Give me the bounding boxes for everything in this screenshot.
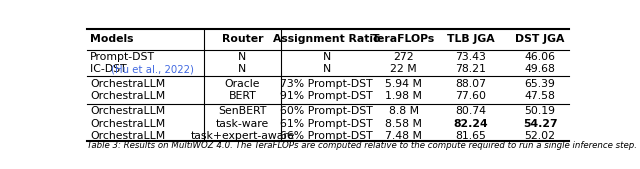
- Text: BERT: BERT: [228, 91, 256, 101]
- Text: Router: Router: [221, 34, 263, 44]
- Text: N: N: [323, 64, 331, 74]
- Text: task-ware: task-ware: [216, 118, 269, 129]
- Text: 65.39: 65.39: [525, 79, 556, 89]
- Text: N: N: [323, 52, 331, 62]
- Text: Oracle: Oracle: [225, 79, 260, 89]
- Text: 77.60: 77.60: [455, 91, 486, 101]
- Text: N: N: [238, 52, 246, 62]
- Text: 50.19: 50.19: [525, 106, 556, 116]
- Text: SenBERT: SenBERT: [218, 106, 267, 116]
- Text: 66% Prompt-DST: 66% Prompt-DST: [280, 131, 373, 141]
- Text: 52.02: 52.02: [525, 131, 556, 141]
- Text: DST JGA: DST JGA: [515, 34, 564, 44]
- Text: 1.98 M: 1.98 M: [385, 91, 422, 101]
- Text: 82.24: 82.24: [453, 118, 488, 129]
- Text: 60% Prompt-DST: 60% Prompt-DST: [280, 106, 373, 116]
- Text: 46.06: 46.06: [525, 52, 556, 62]
- Text: Prompt-DST: Prompt-DST: [90, 52, 155, 62]
- Text: OrchestraLLM: OrchestraLLM: [90, 106, 165, 116]
- Text: 80.74: 80.74: [455, 106, 486, 116]
- Text: OrchestraLLM: OrchestraLLM: [90, 91, 165, 101]
- Text: 7.48 M: 7.48 M: [385, 131, 422, 141]
- Text: 49.68: 49.68: [525, 64, 556, 74]
- Text: 8.58 M: 8.58 M: [385, 118, 422, 129]
- Text: 8.8 M: 8.8 M: [388, 106, 419, 116]
- Text: 91% Prompt-DST: 91% Prompt-DST: [280, 91, 373, 101]
- Text: 73% Prompt-DST: 73% Prompt-DST: [280, 79, 373, 89]
- Text: Models: Models: [90, 34, 133, 44]
- Text: Table 3: Results on MultiWOZ 4.0. The TeraFLOPs are computed relative to the com: Table 3: Results on MultiWOZ 4.0. The Te…: [88, 141, 637, 150]
- Text: OrchestraLLM: OrchestraLLM: [90, 131, 165, 141]
- Text: OrchestraLLM: OrchestraLLM: [90, 118, 165, 129]
- Text: TLB JGA: TLB JGA: [447, 34, 495, 44]
- Text: 47.58: 47.58: [525, 91, 556, 101]
- Text: TeraFLOPs: TeraFLOPs: [372, 34, 435, 44]
- Text: 88.07: 88.07: [455, 79, 486, 89]
- Text: 81.65: 81.65: [455, 131, 486, 141]
- Text: 54.27: 54.27: [523, 118, 557, 129]
- Text: N: N: [238, 64, 246, 74]
- Text: 5.94 M: 5.94 M: [385, 79, 422, 89]
- Text: 61% Prompt-DST: 61% Prompt-DST: [280, 118, 373, 129]
- Text: 272: 272: [394, 52, 414, 62]
- Text: task+expert-aware: task+expert-aware: [190, 131, 294, 141]
- Text: OrchestraLLM: OrchestraLLM: [90, 79, 165, 89]
- Text: 22 M: 22 M: [390, 64, 417, 74]
- Text: (Hu et al., 2022): (Hu et al., 2022): [111, 64, 195, 74]
- Text: 78.21: 78.21: [455, 64, 486, 74]
- Text: Assignment Ratio: Assignment Ratio: [273, 34, 381, 44]
- Text: IC-DST: IC-DST: [90, 64, 130, 74]
- Text: 73.43: 73.43: [455, 52, 486, 62]
